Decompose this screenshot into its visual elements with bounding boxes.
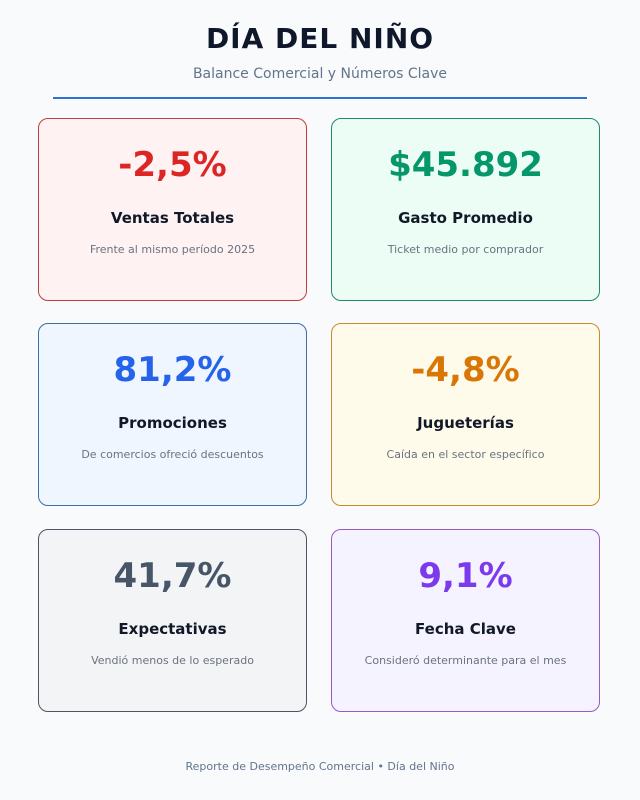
stat-value: 81,2% [113,350,232,390]
stat-value: 9,1% [418,556,513,596]
subtitle: Balance Comercial y Números Clave [192,66,448,82]
stat-card: 41,7% Expectativas Vendió menos de lo es… [38,529,307,712]
stat-label: Ventas Totales [110,209,235,227]
stat-label: Promociones [118,414,227,432]
divider [53,97,587,99]
stat-description: De comercios ofreció descuentos [81,448,264,461]
stat-value: $45.892 [388,145,543,185]
stat-value: 41,7% [113,556,232,596]
stat-card: $45.892 Gasto Promedio Ticket medio por … [331,118,600,301]
footer: Reporte de Desempeño Comercial • Día del… [185,760,455,773]
stat-card: -2,5% Ventas Totales Frente al mismo per… [38,118,307,301]
stat-card: 9,1% Fecha Clave Consideró determinante … [331,529,600,712]
stat-label: Fecha Clave [415,620,516,638]
stat-card: 81,2% Promociones De comercios ofreció d… [38,323,307,506]
stat-description: Vendió menos de lo esperado [91,654,254,667]
stat-description: Ticket medio por comprador [387,243,544,256]
stat-description: Caída en el sector específico [386,448,545,461]
stat-description: Consideró determinante para el mes [364,654,567,667]
stat-value: -2,5% [118,145,227,185]
stat-value: -4,8% [411,350,520,390]
stat-label: Jugueterías [417,414,514,432]
stat-card: -4,8% Jugueterías Caída en el sector esp… [331,323,600,506]
title: DÍA DEL NIÑO [205,22,435,55]
stat-label: Expectativas [118,620,227,638]
stat-description: Frente al mismo período 2025 [89,243,256,256]
stat-label: Gasto Promedio [398,209,533,227]
